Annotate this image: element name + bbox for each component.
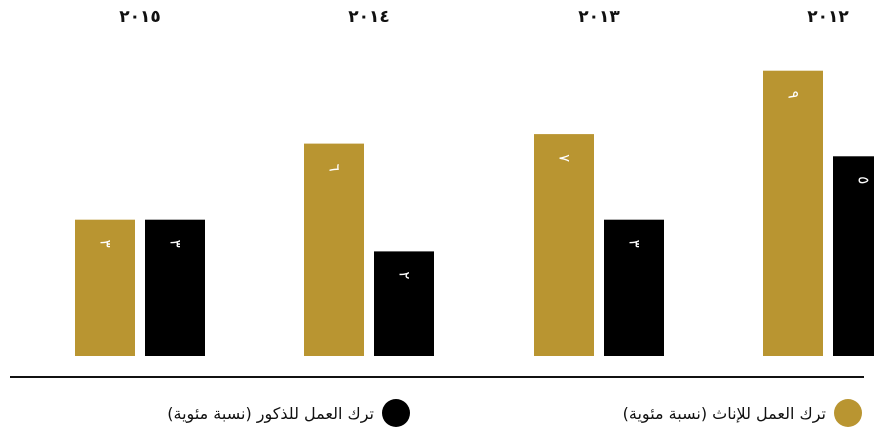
bar-male — [833, 156, 874, 356]
bar-male — [374, 251, 434, 356]
data-label: ٣ — [167, 240, 185, 248]
bar-male — [604, 219, 664, 356]
year-label: ٢٠١٥ — [119, 7, 161, 27]
year-labels: ٢٠١٢ ٢٠١٣ ٢٠١٤ ٢٠١٥ — [119, 7, 849, 27]
data-label: ٣ — [626, 240, 644, 248]
data-label: ٢ — [396, 271, 414, 279]
data-label: ٧ — [556, 154, 574, 162]
year-label: ٢٠١٢ — [807, 7, 849, 27]
legend-item-male: ترك العمل للذكور (نسبة مئوية) — [167, 396, 410, 430]
data-label: ٩ — [785, 91, 803, 99]
data-label: ٥ — [855, 176, 873, 184]
bars: ٩ ٥ ٧ ٣ ٦ ٢ ٣ ٣ — [75, 70, 874, 356]
legend-swatch-female — [834, 399, 862, 427]
legend-swatch-male — [382, 399, 410, 427]
data-label: ٣ — [97, 240, 115, 248]
bar-female — [75, 219, 135, 356]
data-label: ٦ — [326, 164, 344, 172]
bar-female — [534, 134, 594, 356]
year-label: ٢٠١٣ — [578, 7, 620, 27]
bar-female — [763, 70, 823, 356]
bar-male — [145, 219, 205, 356]
year-label: ٢٠١٤ — [348, 7, 390, 27]
legend-label-male: ترك العمل للذكور (نسبة مئوية) — [167, 403, 374, 423]
bar-chart: ٢٠١٢ ٢٠١٣ ٢٠١٤ ٢٠١٥ ٩ ٥ ٧ ٣ ٦ ٢ ٣ ٣ — [10, 7, 874, 378]
legend-label-female: ترك العمل للإناث (نسبة مئوية) — [622, 403, 826, 423]
bar-female — [304, 143, 364, 356]
legend-item-female: ترك العمل للإناث (نسبة مئوية) — [623, 396, 862, 430]
